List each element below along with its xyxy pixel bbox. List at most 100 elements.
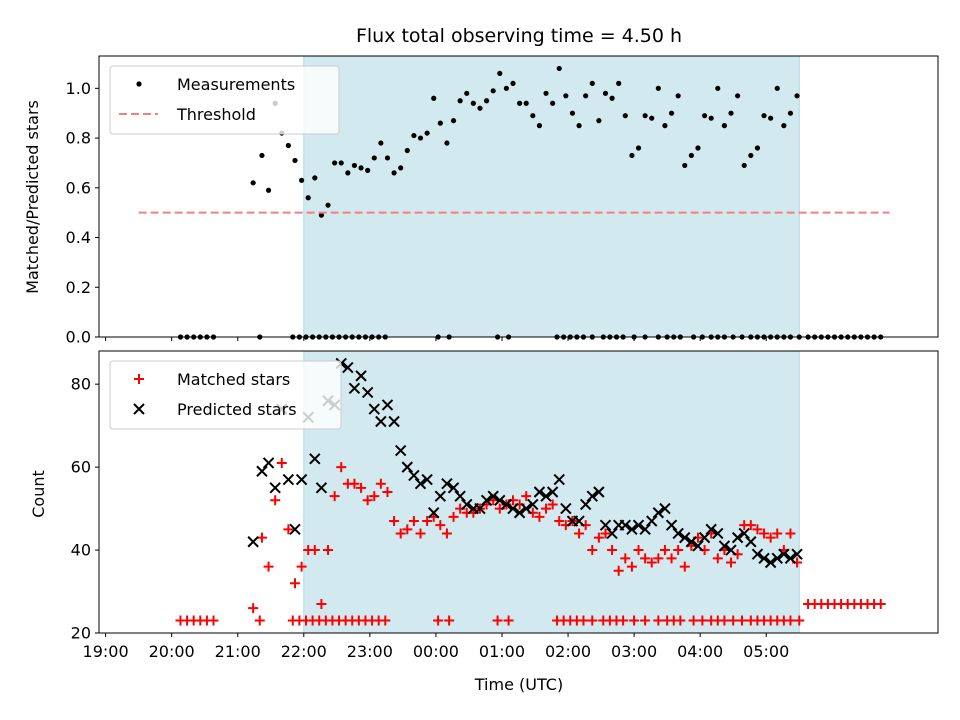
data-point <box>726 557 737 568</box>
data-point <box>315 482 328 494</box>
data-point <box>619 519 632 531</box>
data-point <box>653 615 664 626</box>
data-point <box>356 482 367 493</box>
legend-label: Threshold <box>176 105 256 124</box>
data-point <box>417 135 424 141</box>
data-point <box>596 118 602 124</box>
y-tick-label: 0.6 <box>66 178 91 197</box>
data-point <box>550 100 556 106</box>
data-point <box>298 177 305 183</box>
data-point <box>408 469 420 482</box>
data-point <box>530 113 536 119</box>
data-point <box>296 561 307 572</box>
data-point <box>248 603 259 614</box>
data-point <box>540 490 552 502</box>
data-point <box>444 615 455 626</box>
data-point <box>448 511 459 522</box>
data-point <box>541 503 552 514</box>
data-point <box>470 100 476 106</box>
data-point <box>428 507 440 519</box>
data-point <box>533 486 546 498</box>
data-point <box>312 175 318 181</box>
data-point <box>483 98 490 104</box>
data-point <box>697 615 708 626</box>
data-point <box>262 457 275 469</box>
data-point <box>781 123 787 129</box>
data-point <box>560 502 572 515</box>
data-point <box>543 90 549 96</box>
data-point <box>316 598 327 609</box>
data-point <box>480 494 493 507</box>
data-point <box>365 167 371 173</box>
data-point <box>259 152 265 159</box>
data-point <box>507 502 519 515</box>
data-point <box>765 532 776 543</box>
y-tick-label: 60 <box>71 458 91 477</box>
data-point <box>523 100 529 106</box>
data-point <box>675 93 681 99</box>
data-point <box>569 110 576 116</box>
data-point <box>454 490 466 502</box>
series-matched-stars <box>175 598 886 626</box>
data-point <box>698 531 711 544</box>
data-point <box>375 478 386 489</box>
data-point <box>520 502 532 515</box>
data-point <box>735 93 741 99</box>
data-point <box>712 553 723 564</box>
x-tick-label: 02:00 <box>545 642 591 661</box>
data-point <box>705 523 717 536</box>
data-point <box>338 160 344 166</box>
data-point <box>712 527 724 540</box>
data-point <box>794 93 800 99</box>
data-point <box>389 516 400 527</box>
x-tick-label: 20:00 <box>149 642 195 661</box>
x-tick-label: 19:00 <box>83 642 129 661</box>
data-point <box>672 527 684 540</box>
data-point <box>772 528 783 539</box>
data-point <box>494 494 506 507</box>
data-point <box>718 540 731 552</box>
data-point <box>629 615 640 626</box>
y-tick-label: 1.0 <box>66 79 91 98</box>
data-point <box>685 536 698 548</box>
data-point <box>632 519 645 531</box>
data-point <box>265 187 272 193</box>
data-point <box>464 90 470 96</box>
data-point <box>785 615 796 626</box>
data-point <box>513 507 526 519</box>
data-point <box>503 615 514 626</box>
data-point <box>655 85 661 91</box>
data-point <box>497 70 503 77</box>
data-point <box>673 545 684 556</box>
data-point <box>745 536 757 548</box>
data-point <box>270 495 281 506</box>
data-point <box>490 88 496 94</box>
bottom-y-axis-label: Count <box>29 470 48 518</box>
data-point <box>556 65 562 72</box>
data-point <box>433 615 444 626</box>
data-point <box>318 212 325 218</box>
data-point <box>477 105 483 111</box>
data-point <box>375 415 387 428</box>
data-point <box>701 113 708 119</box>
legend-box <box>109 65 340 135</box>
data-point <box>593 486 605 498</box>
data-point <box>254 615 265 626</box>
data-point <box>785 528 796 539</box>
data-point <box>492 615 503 626</box>
data-point <box>388 415 400 428</box>
y-tick-label: 0.0 <box>66 328 91 347</box>
y-tick-label: 80 <box>71 375 91 394</box>
legend-box <box>109 360 342 430</box>
data-point <box>368 403 380 415</box>
data-point <box>771 552 783 565</box>
data-point <box>461 498 473 511</box>
series-predicted-stars <box>247 357 803 569</box>
data-point <box>774 85 780 91</box>
data-point <box>325 202 331 208</box>
data-point <box>450 118 457 124</box>
data-point <box>527 498 539 511</box>
data-point <box>348 382 361 395</box>
data-point <box>784 552 797 565</box>
plot-frame <box>98 55 939 338</box>
